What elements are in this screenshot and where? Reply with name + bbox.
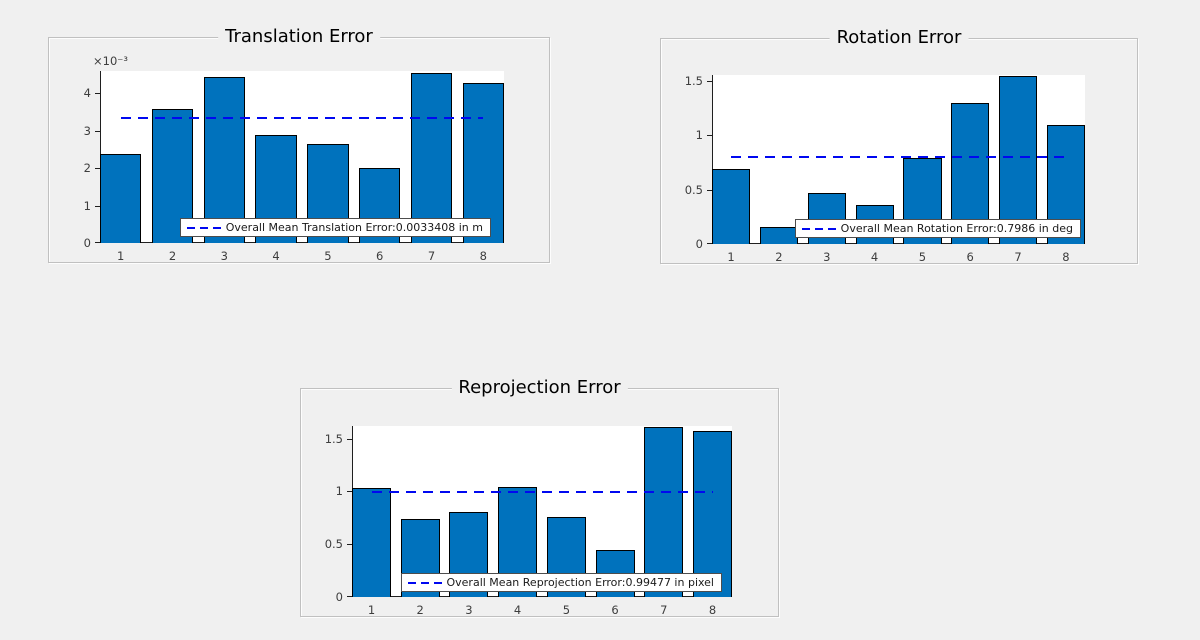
legend-dash-sample <box>801 227 836 230</box>
mean-line <box>371 491 713 493</box>
y-tick-label: 1 <box>83 198 91 213</box>
panel-translation-error: Translation Error 1 2 3 4 5 6 7 8 0 1 2 3 4 ×10⁻³ Over… <box>48 27 550 263</box>
x-tick-label: 3 <box>220 249 228 263</box>
bar-series-8 <box>693 431 732 597</box>
y-tick-mark <box>707 135 712 136</box>
y-tick-label: 3 <box>83 123 91 138</box>
panel-title-reprojection: Reprojection Error <box>451 378 628 398</box>
panel-rotation-error: Rotation Error 1 2 3 4 5 6 7 8 0 0.5 1 1.5 Overall M… <box>660 28 1138 264</box>
legend-label: Overall Mean Translation Error:0.0033408… <box>225 221 483 234</box>
x-tick-label: 6 <box>376 249 384 263</box>
y-tick-mark <box>95 205 100 207</box>
x-tick-label: 7 <box>427 249 436 263</box>
y-tick-mark <box>707 189 712 191</box>
legend-label: Overall Mean Reprojection Error:0.99477 … <box>446 576 715 589</box>
panel-reprojection-error: Reprojection Error 1 2 3 4 5 6 7 8 0 0.5 1 1.5 Overa… <box>300 378 779 617</box>
y-tick-label: 0 <box>335 590 343 604</box>
panel-title-translation: Translation Error <box>218 27 380 47</box>
x-tick-label: 5 <box>324 249 332 263</box>
x-tick-label: 5 <box>918 250 927 264</box>
y-axis-exponent-label: ×10⁻³ <box>93 54 128 68</box>
y-tick-label: 2 <box>83 161 91 176</box>
y-tick-mark <box>95 130 100 132</box>
mean-line <box>731 155 1066 158</box>
x-tick-label: 3 <box>465 603 473 617</box>
bar-series-7 <box>998 76 1038 244</box>
x-tick-label: 1 <box>727 250 735 264</box>
bar-series-1 <box>712 168 751 244</box>
legend: Overall Mean Translation Error:0.0033408… <box>179 218 491 237</box>
plot-area-translation: 1 2 3 4 5 6 7 8 0 1 2 3 4 ×10⁻³ Overall Mean Translati… <box>84 54 504 263</box>
x-tick-label: 4 <box>513 603 522 617</box>
y-tick-mark <box>707 243 712 244</box>
panel-title-rotation: Rotation Error <box>829 28 969 48</box>
x-tick-label: 1 <box>367 603 376 617</box>
y-tick-label: 0.5 <box>684 182 703 197</box>
x-tick-label: 8 <box>708 603 717 617</box>
x-tick-label: 1 <box>117 249 125 263</box>
y-tick-label: 1 <box>335 484 343 499</box>
y-tick-mark <box>347 491 352 493</box>
y-tick-label: 4 <box>83 86 91 101</box>
x-axis-line <box>712 243 1085 244</box>
legend-dash-sample <box>186 226 221 229</box>
x-tick-label: 7 <box>660 603 668 617</box>
y-tick-mark <box>347 596 352 597</box>
x-tick-label: 8 <box>1062 250 1070 264</box>
legend: Overall Mean Rotation Error:0.7986 in de… <box>794 219 1081 238</box>
y-tick-mark <box>95 242 100 243</box>
y-tick-mark <box>707 80 712 82</box>
y-tick-label: 1.5 <box>324 431 343 446</box>
bar-series-8 <box>462 82 504 243</box>
x-tick-label: 2 <box>168 249 177 263</box>
x-tick-label: 6 <box>966 250 974 264</box>
legend: Overall Mean Reprojection Error:0.99477 … <box>400 573 722 592</box>
y-tick-mark <box>347 438 352 440</box>
bar-series-7 <box>410 72 453 243</box>
y-axis-line <box>712 75 713 244</box>
x-tick-label: 2 <box>775 250 783 264</box>
legend-dash-sample <box>407 581 442 584</box>
y-tick-label: 0 <box>83 236 91 250</box>
bar-series-1 <box>352 488 391 597</box>
plot-area-rotation: 1 2 3 4 5 6 7 8 0 0.5 1 1.5 Overall Mean Rotation Er… <box>685 74 1085 264</box>
mean-line <box>120 116 484 119</box>
x-tick-label: 8 <box>479 249 487 263</box>
x-tick-label: 3 <box>823 250 831 264</box>
x-tick-label: 4 <box>272 249 280 263</box>
plot-area-reprojection: 1 2 3 4 5 6 7 8 0 0.5 1 1.5 Overall Mean Reprojectio… <box>325 426 732 617</box>
x-tick-label: 6 <box>611 603 619 617</box>
x-tick-label: 4 <box>870 250 879 264</box>
x-tick-label: 2 <box>416 603 424 617</box>
y-tick-label: 0.5 <box>324 537 343 552</box>
bar-series-7 <box>644 427 684 597</box>
x-tick-label: 5 <box>562 603 571 617</box>
bar-series-3 <box>203 77 245 243</box>
x-tick-label: 7 <box>1014 250 1022 264</box>
y-tick-mark <box>95 168 100 170</box>
legend-label: Overall Mean Rotation Error:0.7986 in de… <box>840 222 1073 235</box>
x-axis-line <box>352 596 732 597</box>
x-axis-line <box>100 242 504 243</box>
y-tick-mark <box>95 93 100 95</box>
y-tick-mark <box>347 544 352 546</box>
y-tick-label: 1 <box>695 128 703 142</box>
bar-series-1 <box>100 154 142 243</box>
y-tick-label: 1.5 <box>684 73 703 88</box>
y-tick-label: 0 <box>695 237 703 251</box>
bar-series-2 <box>759 226 799 244</box>
